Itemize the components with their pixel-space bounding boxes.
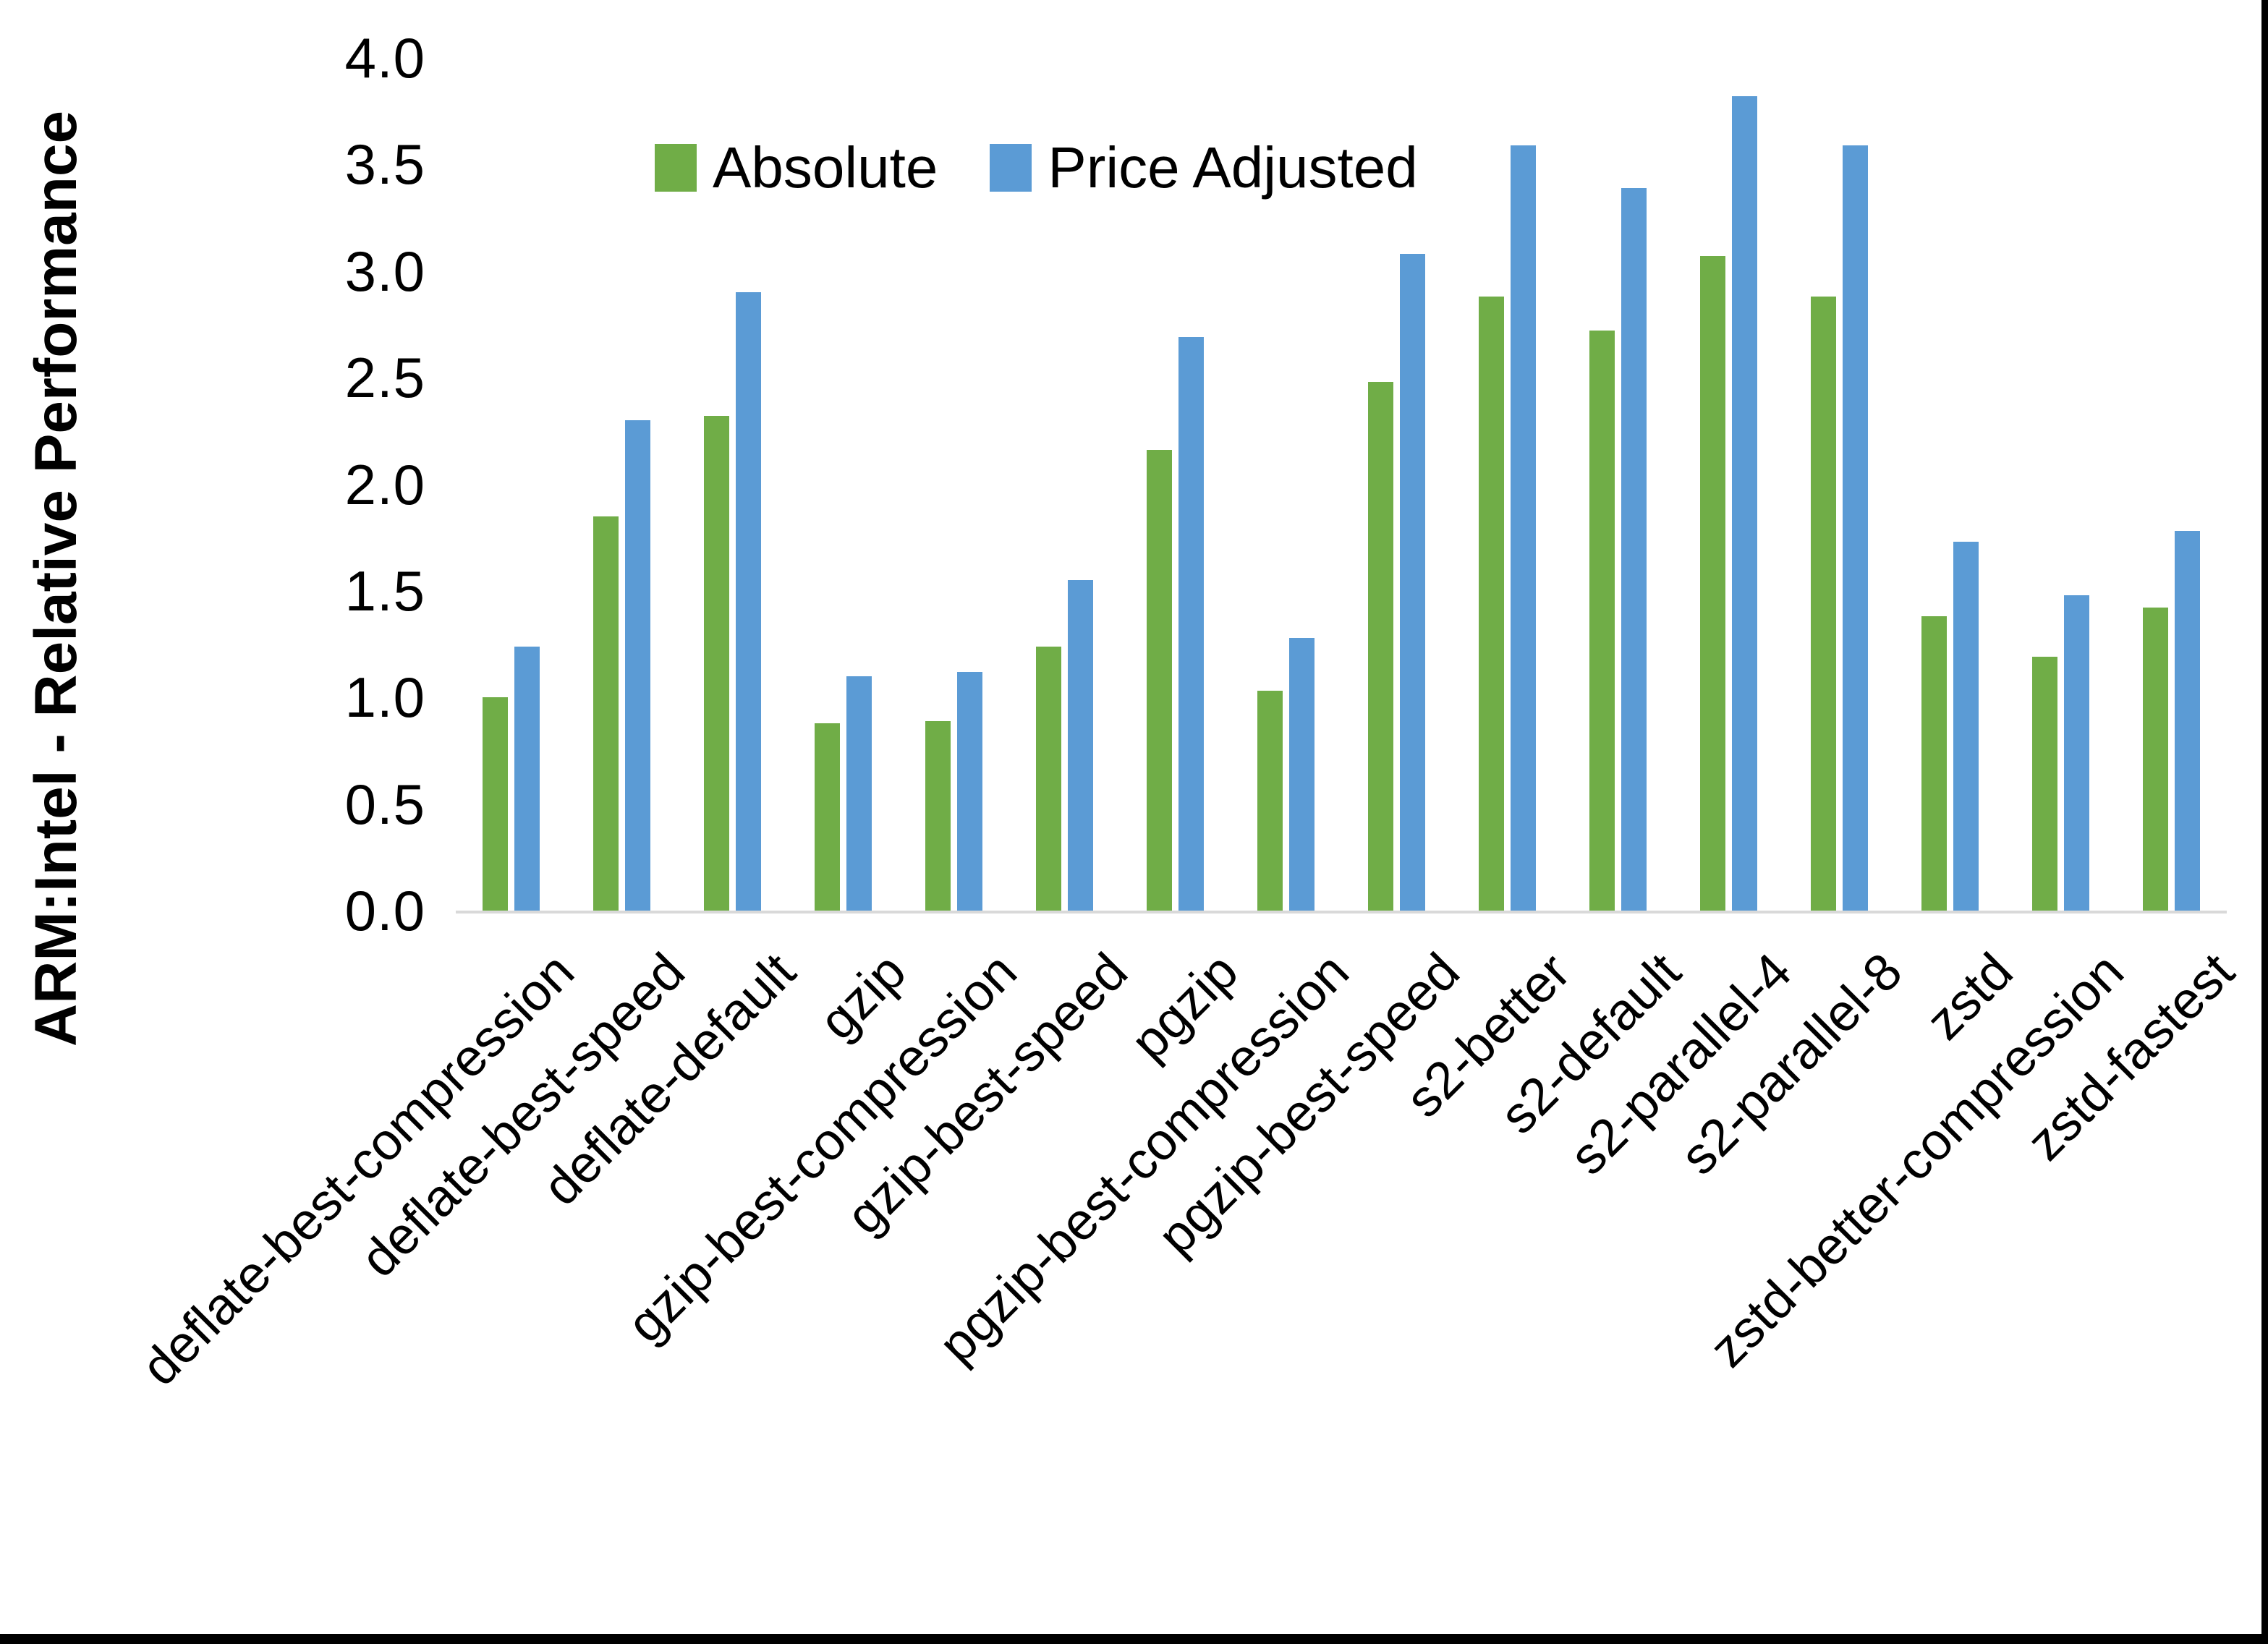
bar-absolute-s2-parallel-4 bbox=[1700, 256, 1725, 911]
legend: Absolute Price Adjusted bbox=[655, 139, 1418, 197]
bar-absolute-deflate-best-speed bbox=[593, 516, 619, 911]
bar-group-deflate-best-compression bbox=[456, 58, 566, 911]
bar-absolute-deflate-default bbox=[704, 416, 729, 911]
bar-price-adjusted-gzip-best-compression bbox=[957, 672, 982, 911]
plot-area bbox=[456, 58, 2227, 913]
y-tick-label-1.5: 1.5 bbox=[344, 558, 425, 623]
bar-group-gzip-best-compression bbox=[899, 58, 1009, 911]
bar-group-s2-parallel-4 bbox=[1673, 58, 1784, 911]
bar-absolute-zstd-better-compression bbox=[2032, 657, 2057, 911]
legend-label: Absolute bbox=[713, 135, 938, 200]
bar-group-gzip bbox=[788, 58, 899, 911]
bar-price-adjusted-gzip-best-speed bbox=[1068, 580, 1093, 911]
screenshot-bottom-border bbox=[0, 1634, 2268, 1644]
bar-group-pgzip-best-compression bbox=[1231, 58, 1341, 911]
y-tick-label-0.5: 0.5 bbox=[344, 772, 425, 836]
bar-group-zstd bbox=[1895, 58, 2005, 911]
bar-price-adjusted-pgzip-best-compression bbox=[1289, 638, 1314, 911]
y-tick-label-0.0: 0.0 bbox=[344, 879, 425, 942]
x-label-deflate-best-compression: deflate-best-compression bbox=[130, 942, 585, 1397]
bar-group-gzip-best-speed bbox=[1009, 58, 1120, 911]
y-tick-label-1.0: 1.0 bbox=[344, 665, 425, 730]
y-tick-label-4.0: 4.0 bbox=[344, 26, 425, 90]
bar-group-deflate-default bbox=[677, 58, 788, 911]
screenshot-right-border bbox=[2261, 0, 2268, 1644]
legend-label: Price Adjusted bbox=[1048, 135, 1418, 200]
y-tick-label-3.0: 3.0 bbox=[344, 239, 425, 303]
legend-swatch-price-adjusted bbox=[990, 144, 1032, 192]
bar-groups bbox=[456, 58, 2227, 911]
bar-price-adjusted-pgzip-best-speed bbox=[1400, 254, 1425, 911]
y-tick-label-2.5: 2.5 bbox=[344, 346, 425, 410]
bar-price-adjusted-zstd-better-compression bbox=[2064, 595, 2089, 911]
bar-absolute-zstd-fastest bbox=[2143, 608, 2168, 911]
bar-group-zstd-fastest bbox=[2116, 58, 2227, 911]
bar-group-pgzip-best-speed bbox=[1341, 58, 1452, 911]
bar-absolute-s2-default bbox=[1589, 331, 1615, 911]
bar-absolute-pgzip-best-speed bbox=[1368, 382, 1393, 911]
bar-group-pgzip bbox=[1120, 58, 1231, 911]
bar-absolute-deflate-best-compression bbox=[483, 697, 508, 911]
bar-price-adjusted-deflate-default bbox=[736, 292, 761, 911]
legend-item-absolute: Absolute bbox=[655, 139, 938, 197]
bar-price-adjusted-s2-default bbox=[1621, 188, 1647, 911]
bar-group-zstd-better-compression bbox=[2005, 58, 2116, 911]
bar-group-deflate-best-speed bbox=[566, 58, 677, 911]
bar-absolute-zstd bbox=[1921, 616, 1947, 911]
bar-price-adjusted-zstd bbox=[1953, 542, 1979, 911]
bar-absolute-s2-parallel-8 bbox=[1811, 297, 1836, 911]
legend-swatch-absolute bbox=[655, 144, 697, 192]
bar-price-adjusted-zstd-fastest bbox=[2175, 531, 2200, 911]
bar-price-adjusted-pgzip bbox=[1178, 337, 1204, 911]
bar-absolute-s2-better bbox=[1479, 297, 1504, 911]
bar-price-adjusted-gzip bbox=[846, 676, 872, 911]
bar-absolute-gzip-best-speed bbox=[1036, 647, 1061, 911]
bar-absolute-pgzip-best-compression bbox=[1257, 691, 1283, 911]
bar-price-adjusted-deflate-best-compression bbox=[514, 647, 540, 911]
bar-price-adjusted-s2-parallel-4 bbox=[1732, 96, 1757, 911]
bar-group-s2-better bbox=[1452, 58, 1563, 911]
y-tick-label-2.0: 2.0 bbox=[344, 452, 425, 516]
bar-group-s2-parallel-8 bbox=[1784, 58, 1895, 911]
bar-price-adjusted-deflate-best-speed bbox=[625, 420, 650, 911]
bar-absolute-gzip bbox=[815, 723, 840, 911]
bar-absolute-gzip-best-compression bbox=[925, 721, 951, 911]
bar-price-adjusted-s2-better bbox=[1511, 145, 1536, 911]
legend-item-price-adjusted: Price Adjusted bbox=[990, 135, 1418, 200]
y-tick-label-3.5: 3.5 bbox=[344, 132, 425, 197]
bar-price-adjusted-s2-parallel-8 bbox=[1843, 145, 1868, 911]
bar-group-s2-default bbox=[1563, 58, 1673, 911]
x-axis-line bbox=[456, 911, 2227, 913]
bar-absolute-pgzip bbox=[1147, 450, 1172, 911]
